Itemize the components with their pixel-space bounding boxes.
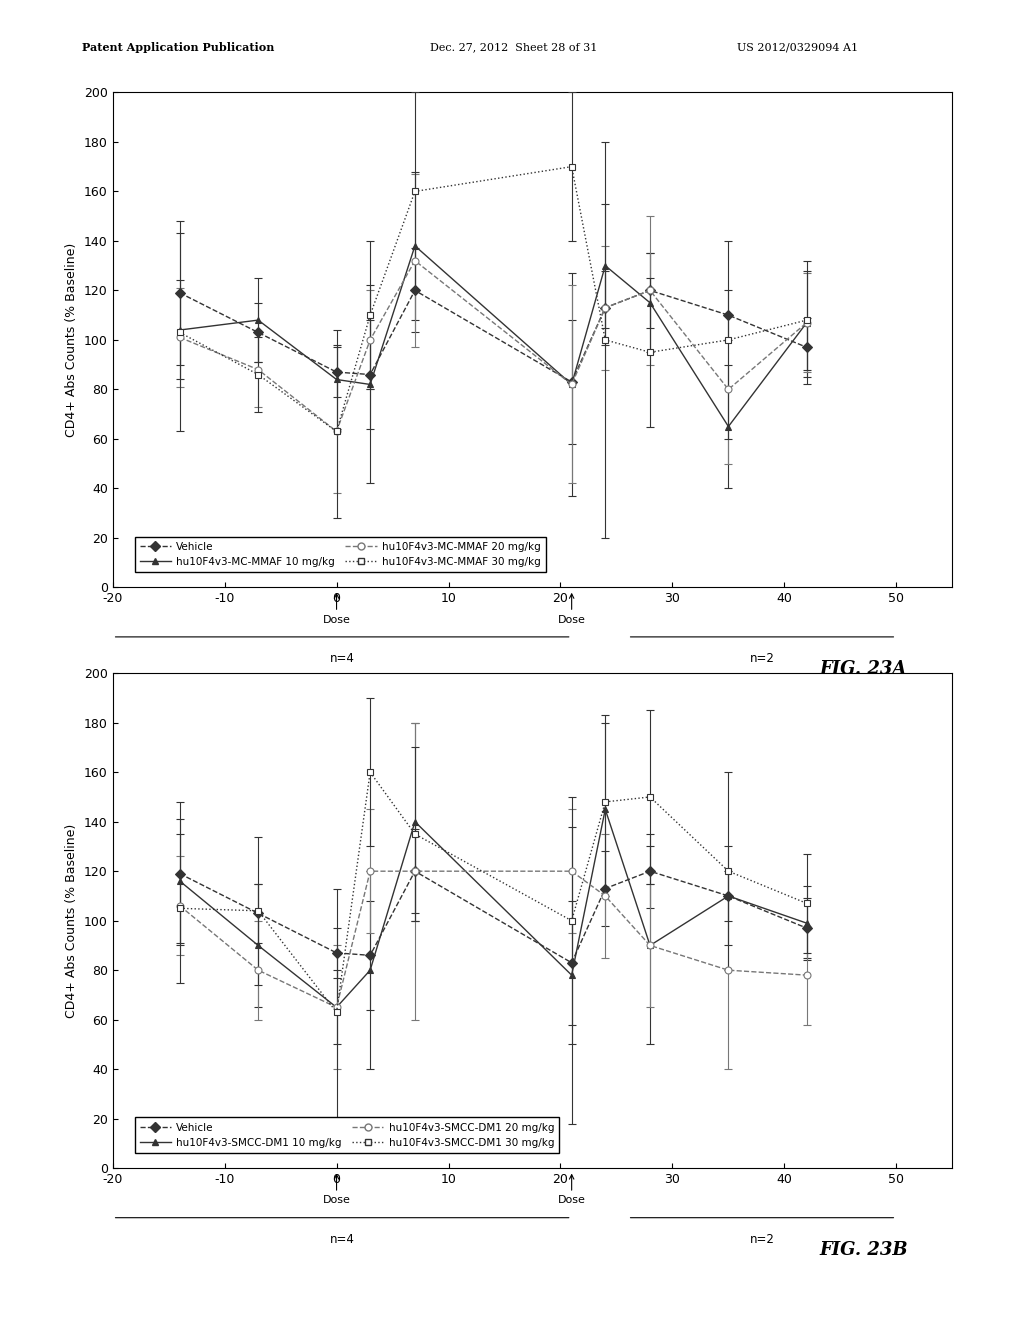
- Legend: Vehicle, hu10F4v3-MC-MMAF 10 mg/kg, hu10F4v3-MC-MMAF 20 mg/kg, hu10F4v3-MC-MMAF : Vehicle, hu10F4v3-MC-MMAF 10 mg/kg, hu10…: [134, 537, 546, 573]
- Text: FIG. 23B: FIG. 23B: [819, 1241, 908, 1259]
- Text: Dose: Dose: [558, 615, 586, 624]
- Text: Dose: Dose: [323, 1196, 350, 1205]
- Legend: Vehicle, hu10F4v3-SMCC-DM1 10 mg/kg, hu10F4v3-SMCC-DM1 20 mg/kg, hu10F4v3-SMCC-D: Vehicle, hu10F4v3-SMCC-DM1 10 mg/kg, hu1…: [134, 1118, 559, 1154]
- Y-axis label: CD4+ Abs Counts (% Baseline): CD4+ Abs Counts (% Baseline): [66, 824, 79, 1018]
- Text: Dose: Dose: [323, 615, 350, 624]
- Text: Patent Application Publication: Patent Application Publication: [82, 42, 274, 53]
- Text: FIG. 23A: FIG. 23A: [819, 660, 906, 678]
- Text: Dose: Dose: [558, 1196, 586, 1205]
- Text: n=4: n=4: [330, 1233, 354, 1246]
- Text: n=2: n=2: [750, 652, 774, 665]
- Text: US 2012/0329094 A1: US 2012/0329094 A1: [737, 42, 858, 53]
- Y-axis label: CD4+ Abs Counts (% Baseline): CD4+ Abs Counts (% Baseline): [66, 243, 79, 437]
- Text: n=4: n=4: [330, 652, 354, 665]
- Text: n=2: n=2: [750, 1233, 774, 1246]
- Text: Dec. 27, 2012  Sheet 28 of 31: Dec. 27, 2012 Sheet 28 of 31: [430, 42, 597, 53]
